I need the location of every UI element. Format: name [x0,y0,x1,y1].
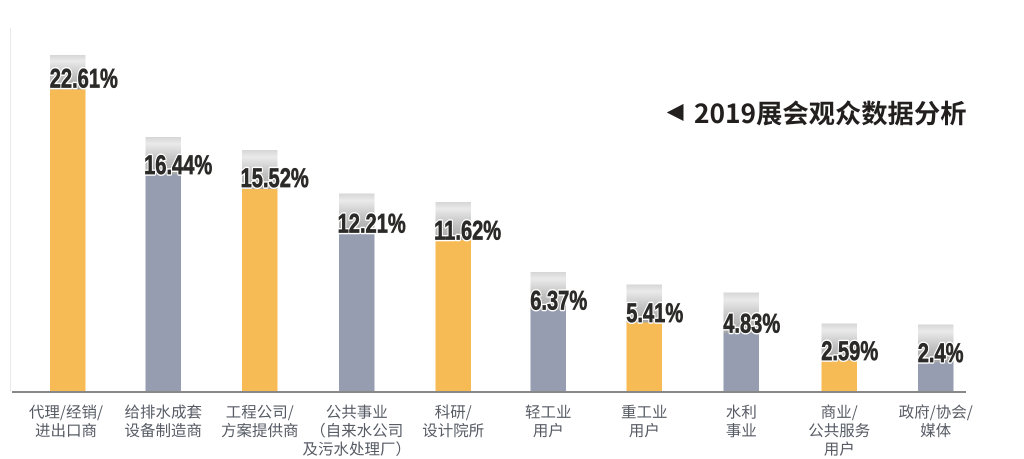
svg-text:4.83%: 4.83% [723,309,780,340]
svg-text:5.41%: 5.41% [626,298,683,329]
svg-text:2.59%: 2.59% [821,336,878,367]
svg-text:12.21%: 12.21% [338,209,406,240]
svg-text:4.83%: 4.83% [723,309,780,340]
svg-text:15.52%: 15.52% [241,163,309,194]
svg-text:2.4%: 2.4% [918,338,964,369]
svg-text:16.44%: 16.44% [144,150,212,181]
svg-text:6.37%: 6.37% [530,286,587,317]
svg-text:22.61%: 22.61% [50,64,118,95]
svg-text:22.61%: 22.61% [50,64,118,95]
svg-text:16.44%: 16.44% [144,150,212,181]
svg-text:5.41%: 5.41% [626,298,683,329]
svg-text:11.62%: 11.62% [434,216,501,247]
svg-text:2.59%: 2.59% [821,336,878,367]
svg-text:2.4%: 2.4% [918,338,964,369]
svg-text:12.21%: 12.21% [338,209,406,240]
svg-text:6.37%: 6.37% [530,286,587,317]
svg-text:11.62%: 11.62% [434,216,501,247]
svg-text:15.52%: 15.52% [241,163,309,194]
